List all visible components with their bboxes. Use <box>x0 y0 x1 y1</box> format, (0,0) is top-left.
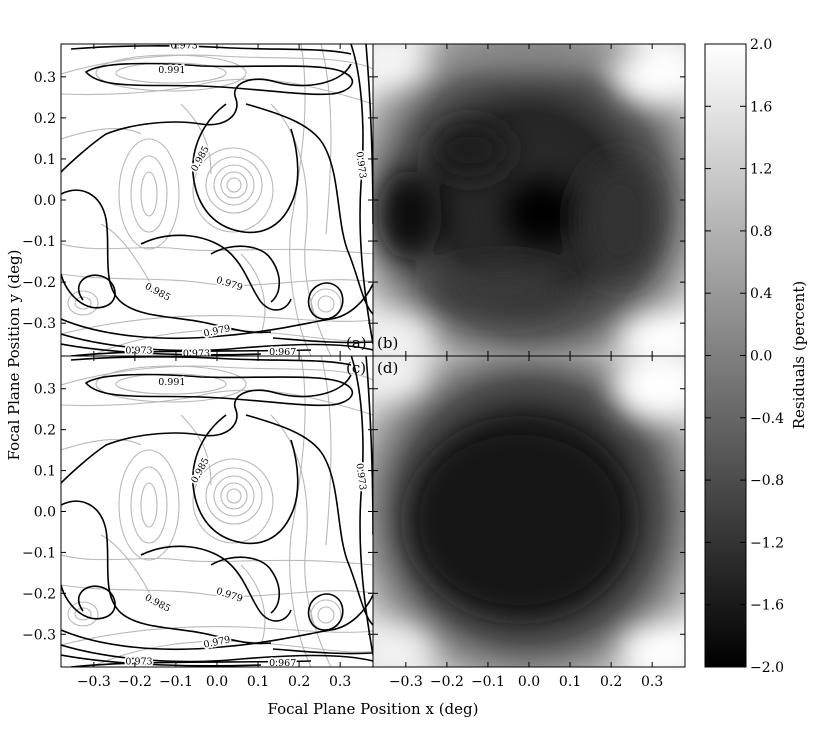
colorbar-label: Residuals (percent) <box>790 281 808 429</box>
panel-label-d: (d) <box>377 359 398 377</box>
y-tick-label: −0.1 <box>22 234 56 250</box>
contour-label: 0.973 <box>171 41 198 52</box>
y-tick-label: 0.3 <box>34 382 56 398</box>
x-tick-label: 0.0 <box>206 674 228 690</box>
y-tick-label: −0.2 <box>22 586 56 602</box>
colorbar-tick-label: 0.0 <box>750 349 772 365</box>
colorbar-tick-label: 0.8 <box>750 224 772 240</box>
y-tick-label: −0.3 <box>22 627 56 643</box>
x-tick-label: 0.2 <box>288 674 310 690</box>
y-tick-label: 0.2 <box>34 111 56 127</box>
y-axis-label: Focal Plane Position y (deg) <box>5 250 23 461</box>
colorbar <box>704 43 747 668</box>
colorbar-tick-label: −2.0 <box>750 660 784 676</box>
x-tick-label: −0.3 <box>77 674 111 690</box>
contour-label: 0.973 <box>183 348 210 359</box>
panel-b-heatmap <box>373 44 685 356</box>
y-tick-label: 0.0 <box>34 505 56 521</box>
x-tick-label: 0.3 <box>641 674 663 690</box>
contour-label: 0.967 <box>269 347 296 358</box>
colorbar-tick-label: −1.6 <box>750 598 784 614</box>
y-tick-label: 0.0 <box>34 193 56 209</box>
contour-label: 0.967 <box>269 658 296 669</box>
colorbar-tick-label: 1.2 <box>750 162 772 178</box>
x-tick-label: 0.1 <box>559 674 581 690</box>
contour-label: 0.973 <box>125 657 152 668</box>
x-tick-label: −0.1 <box>159 674 193 690</box>
y-tick-label: −0.1 <box>22 545 56 561</box>
x-tick-label: −0.1 <box>471 674 505 690</box>
x-tick-label: −0.3 <box>389 674 423 690</box>
x-tick-label: 0.3 <box>329 674 351 690</box>
y-tick-label: −0.3 <box>22 316 56 332</box>
x-tick-label: −0.2 <box>430 674 464 690</box>
colorbar-tick-label: 2.0 <box>750 37 772 53</box>
y-tick-label: 0.1 <box>34 464 56 480</box>
x-tick-label: 0.0 <box>518 674 540 690</box>
y-tick-label: 0.2 <box>34 423 56 439</box>
x-tick-label: 0.2 <box>600 674 622 690</box>
x-axis-label: Focal Plane Position x (deg) <box>268 700 479 718</box>
panel-label-b: (b) <box>377 334 398 352</box>
x-tick-label: 0.1 <box>247 674 269 690</box>
contour-label: 0.991 <box>158 65 185 76</box>
panel-label-c: (c) <box>346 359 366 377</box>
colorbar-tick-label: −0.4 <box>750 411 784 427</box>
contour-label: 0.991 <box>158 377 185 388</box>
panel-label-a: (a) <box>346 334 367 352</box>
y-tick-label: −0.2 <box>22 275 56 291</box>
y-tick-label: 0.3 <box>34 70 56 86</box>
colorbar-tick-label: −1.2 <box>750 535 784 551</box>
contour-label: 0.973 <box>125 346 152 357</box>
x-tick-label: −0.2 <box>118 674 152 690</box>
colorbar-tick-label: 0.4 <box>750 286 772 302</box>
y-tick-label: 0.1 <box>34 152 56 168</box>
colorbar-tick-label: −0.8 <box>750 473 784 489</box>
panel-d-heatmap <box>373 356 685 667</box>
colorbar-tick-label: 1.6 <box>750 99 772 115</box>
